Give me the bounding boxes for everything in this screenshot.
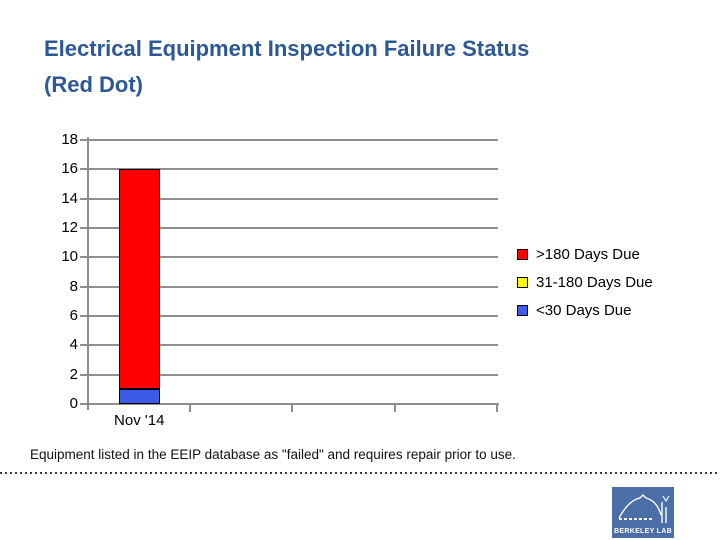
dotted-divider-line [0,472,720,474]
gridline-14 [88,198,498,200]
x-axis-line [87,403,499,405]
y-tick-label-18: 18 [61,131,78,148]
y-tick-label-4: 4 [69,336,78,353]
gridline-6 [88,315,498,317]
chart-plot-area [80,137,499,412]
legend-swatch-icon [517,248,528,260]
y-tickmark-18 [80,139,90,141]
dome-steps-icon [619,518,652,520]
y-tick-label-12: 12 [61,219,78,236]
bar-segment--180-days-due [119,169,160,389]
legend-label: >180 Days Due [536,245,640,263]
y-tick-label-0: 0 [69,395,78,412]
x-tickmark-1 [189,405,191,412]
y-axis-line [87,137,89,410]
bar-segment--30-days-due [119,389,160,404]
legend-item--180-days-due: >180 Days Due [517,240,653,268]
legend-item-31-180-days-due: 31-180 Days Due [517,268,653,296]
slide-title: Electrical Equipment Inspection Failure … [44,31,684,103]
y-tick-label-16: 16 [61,160,78,177]
slide-title-line1: Electrical Equipment Inspection Failure … [44,36,530,61]
y-tickmark-0 [80,403,90,405]
y-tickmark-12 [80,227,90,229]
x-axis-category-label: Nov '14 [114,412,165,429]
legend-swatch-icon [517,304,528,316]
y-tickmark-10 [80,256,90,258]
legend-label: 31-180 Days Due [536,273,653,291]
gridline-12 [88,227,498,229]
y-tick-label-8: 8 [69,278,78,295]
y-tick-label-10: 10 [61,248,78,265]
y-tickmark-4 [80,344,90,346]
gridline-10 [88,256,498,258]
gridline-4 [88,344,498,346]
gridline-16 [88,168,498,170]
y-tick-label-14: 14 [61,190,78,207]
legend-swatch-icon [517,276,528,288]
x-tickmark-4 [496,405,498,412]
legend-item--30-days-due: <30 Days Due [517,296,653,324]
y-tick-label-6: 6 [69,307,78,324]
berkeley-lab-logo-text: BERKELEY LAB [614,528,672,535]
y-tickmark-16 [80,168,90,170]
y-tick-label-2: 2 [69,366,78,383]
y-tickmark-14 [80,198,90,200]
gridline-18 [88,139,498,141]
gridline-8 [88,286,498,288]
y-tickmark-2 [80,374,90,376]
berkeley-lab-logo: BERKELEY LAB [612,487,674,538]
dome-icon [618,494,670,523]
x-tickmark-3 [394,405,396,412]
slide-title-line2: (Red Dot) [44,72,143,97]
legend-label: <30 Days Due [536,301,632,319]
y-tickmark-8 [80,286,90,288]
chart-legend: >180 Days Due 31-180 Days Due <30 Days Due [517,240,653,324]
x-tickmark-2 [291,405,293,412]
gridline-2 [88,374,498,376]
y-tickmark-6 [80,315,90,317]
footnote-text: Equipment listed in the EEIP database as… [30,447,516,462]
